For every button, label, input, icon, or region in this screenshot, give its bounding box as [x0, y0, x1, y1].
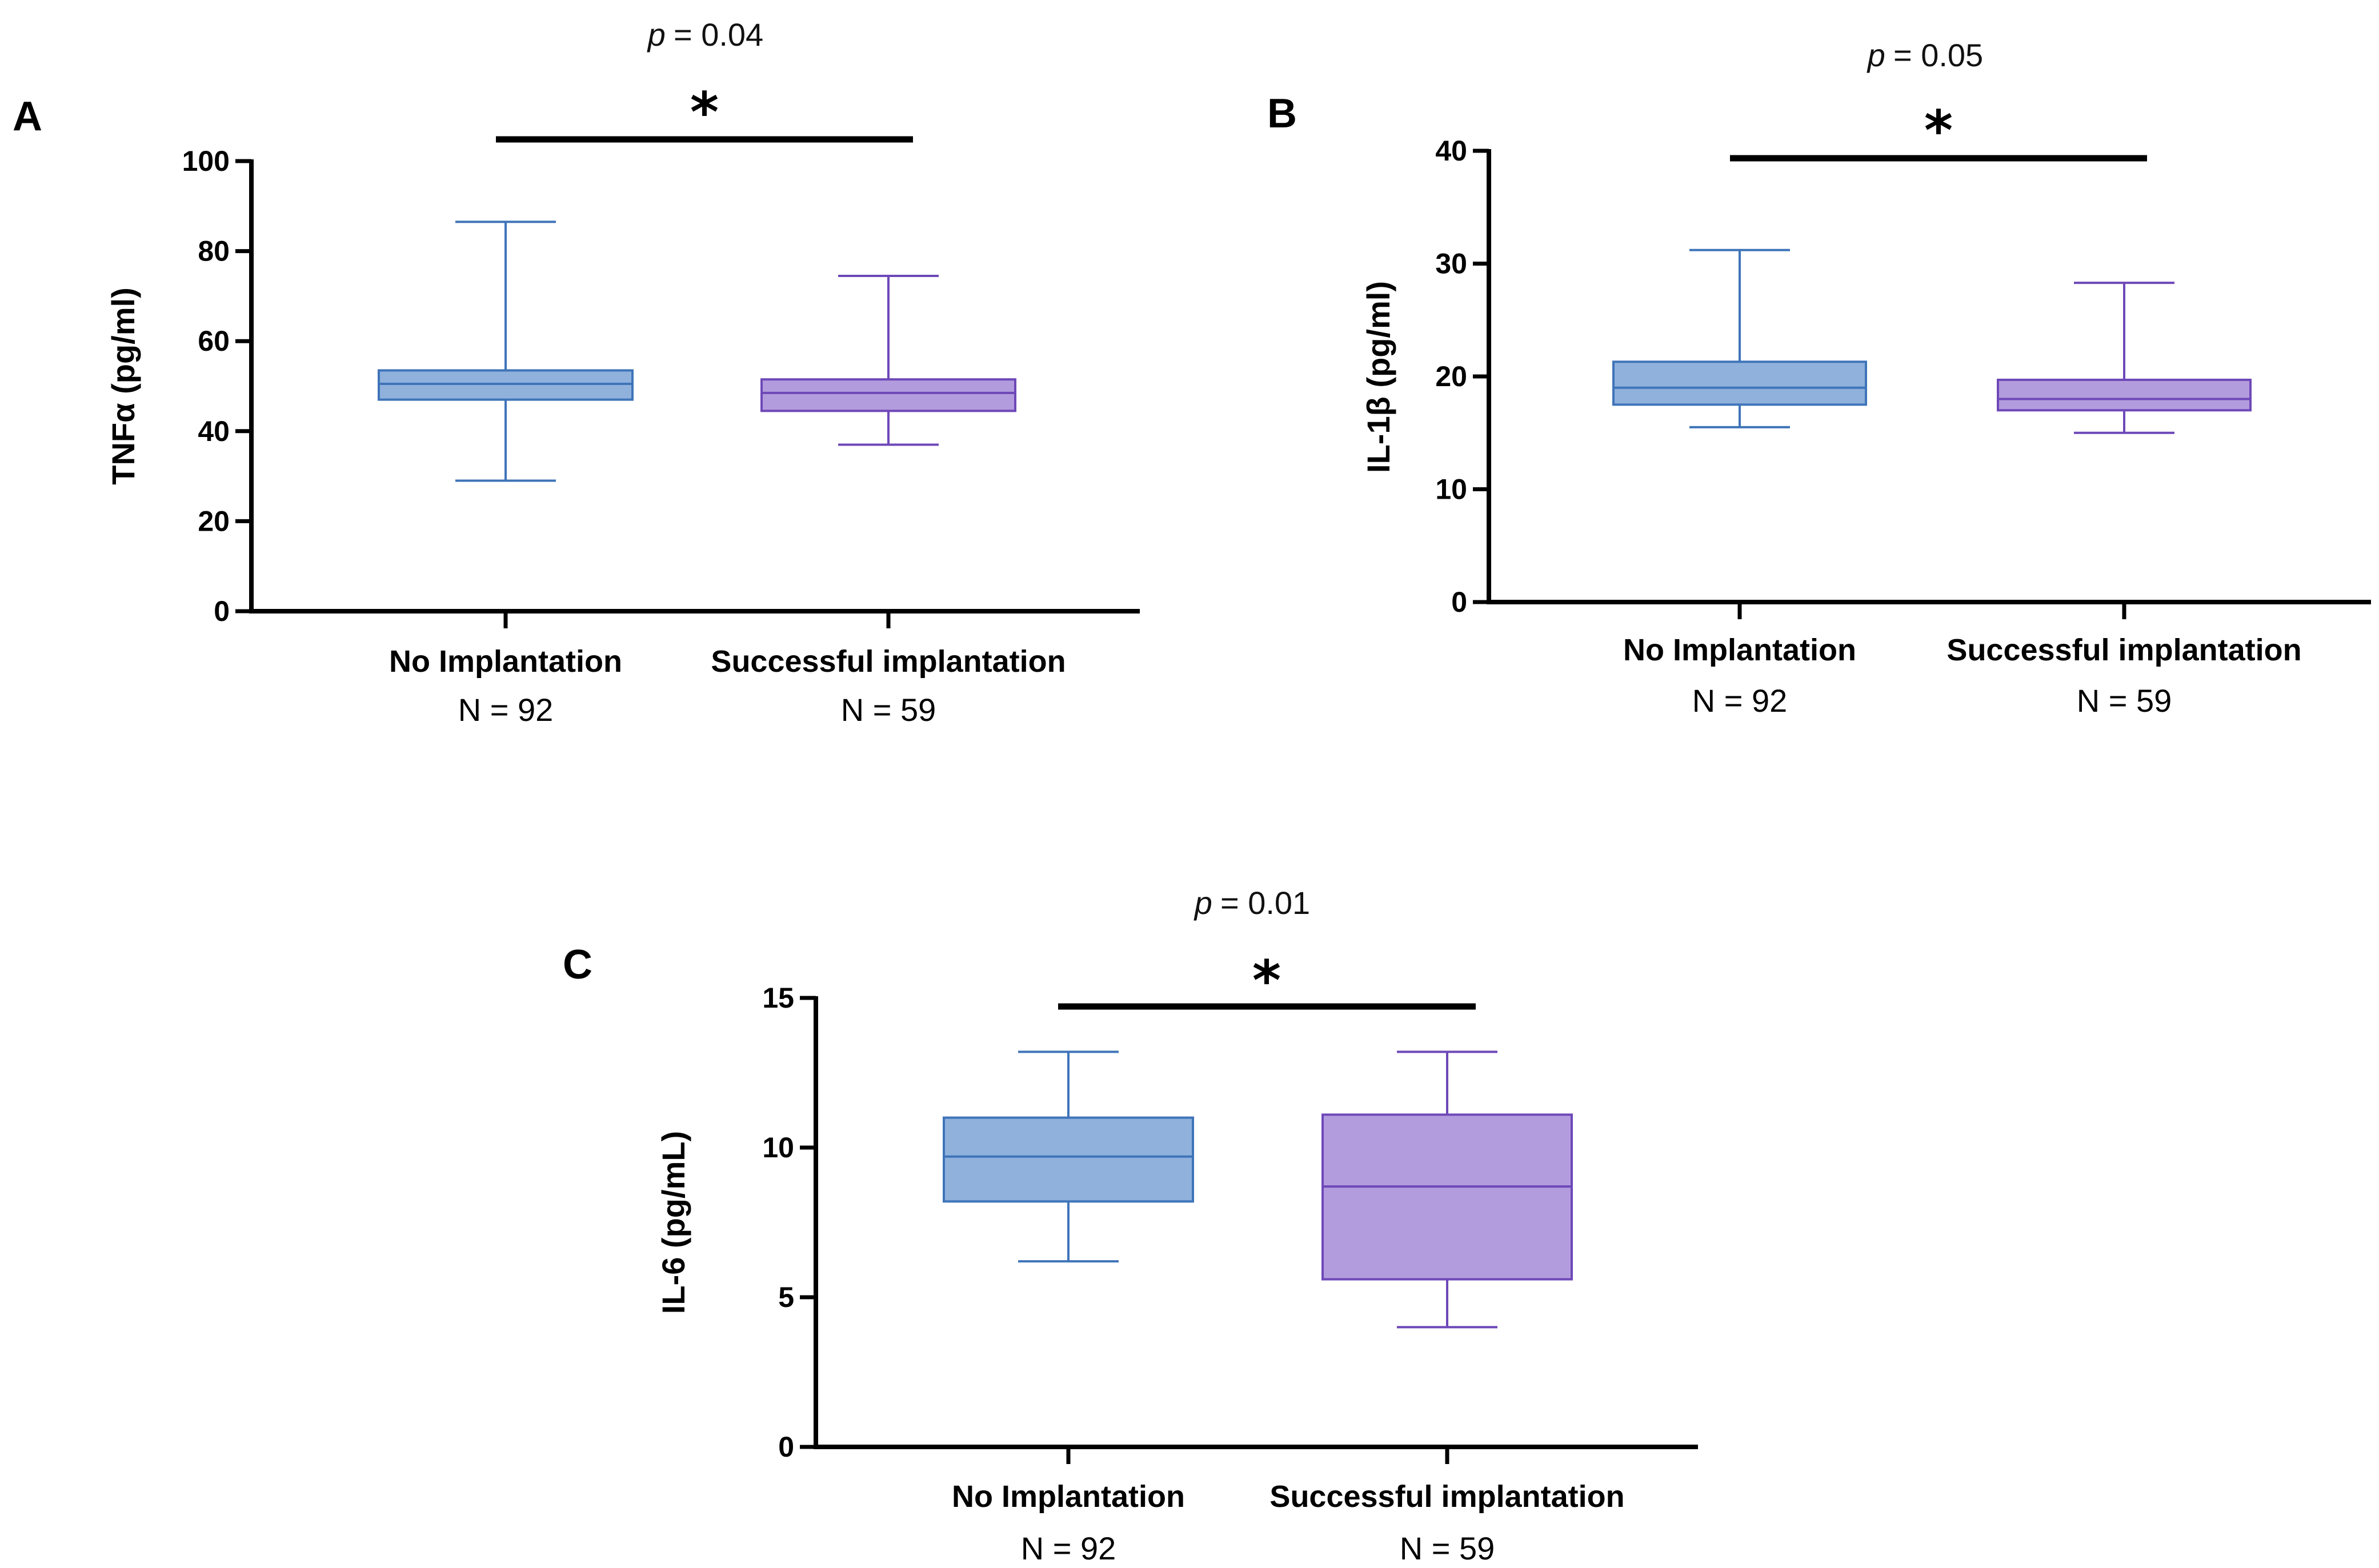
- y-axis-label: IL-6 (pg/mL): [655, 1131, 691, 1314]
- y-tick-label: 20: [1435, 360, 1467, 392]
- panel-letter: C: [563, 942, 592, 988]
- significance-star: *: [1252, 949, 1281, 1013]
- p-value: = 0.01: [1220, 885, 1310, 921]
- panel-letter: A: [13, 94, 42, 139]
- sample-size-label: N = 59: [841, 692, 936, 728]
- x-category-label: No Implantation: [952, 1479, 1185, 1514]
- p-symbol: p: [1867, 37, 1885, 73]
- panel-c: Cp = 0.01 * 0 5 10 15 IL-6 (pg/mL) No Implantati…: [563, 885, 1698, 1566]
- y-tick-label: 40: [198, 415, 230, 447]
- sample-size-label: N = 59: [1400, 1530, 1495, 1566]
- box-no-implantation: No Implantation N = 92: [1612, 248, 1867, 719]
- y-tick-label: 40: [1435, 135, 1467, 167]
- p-value: = 0.05: [1893, 37, 1983, 73]
- sample-size-label: N = 92: [1021, 1530, 1116, 1566]
- iqr-box: [760, 378, 1016, 412]
- panel-a: Ap = 0.04 * 0 20 40 60 80 100 TNFα (pg/ml) No Impl…: [13, 17, 1140, 728]
- box-no-implantation: No Implantation N = 92: [943, 1050, 1194, 1566]
- x-category-label: Successful implantation: [1269, 1479, 1624, 1514]
- box-successful-implantation: Successful implantation N = 59: [711, 274, 1066, 728]
- y-tick-label: 100: [182, 145, 230, 177]
- x-category-label: No Implantation: [1623, 633, 1856, 667]
- y-tick-label: 5: [778, 1281, 794, 1313]
- p-value-label: p = 0.01: [1193, 885, 1310, 921]
- p-symbol: p: [647, 17, 666, 53]
- significance-star: *: [690, 81, 719, 145]
- box-successful-implantation: Successful implantation N = 59: [1269, 1050, 1625, 1566]
- y-tick-label: 0: [778, 1431, 794, 1463]
- x-category-label: Successful implantation: [1947, 633, 2301, 667]
- box-successful-implantation: Successful implantation N = 59: [1947, 282, 2302, 719]
- y-tick-label: 20: [198, 505, 230, 537]
- y-tick-label: 10: [762, 1132, 794, 1164]
- box-no-implantation: No Implantation N = 92: [378, 220, 634, 728]
- y-tick-label: 15: [762, 982, 794, 1014]
- iqr-box: [1997, 378, 2252, 412]
- sample-size-label: N = 59: [2077, 683, 2172, 719]
- y-tick-label: 60: [198, 325, 230, 357]
- iqr-box: [1321, 1113, 1573, 1281]
- p-value-label: p = 0.04: [647, 17, 763, 53]
- x-category-label: No Implantation: [389, 644, 622, 679]
- sample-size-label: N = 92: [458, 692, 554, 728]
- y-axis-label: IL-1β (pg/ml): [1360, 281, 1396, 473]
- sample-size-label: N = 92: [1692, 683, 1788, 719]
- y-tick-label: 10: [1435, 474, 1467, 506]
- p-value-label: p = 0.05: [1867, 37, 1983, 73]
- iqr-box: [1612, 360, 1867, 406]
- panel-b: Bp = 0.05 * 0 10 20 30 40 IL-1β (pg/ml) No Implan…: [1267, 37, 2371, 719]
- y-tick-label: 30: [1435, 248, 1467, 280]
- x-category-label: Successful implantation: [711, 644, 1066, 679]
- y-tick-label: 80: [198, 235, 230, 267]
- iqr-box: [943, 1116, 1194, 1203]
- p-symbol: p: [1193, 885, 1212, 921]
- y-tick-label: 0: [214, 595, 230, 627]
- significance-star: *: [1924, 99, 1953, 163]
- y-axis-label: TNFα (pg/ml): [105, 287, 141, 484]
- y-tick-label: 0: [1451, 586, 1467, 618]
- panel-letter: B: [1267, 91, 1297, 137]
- p-value: = 0.04: [674, 17, 763, 53]
